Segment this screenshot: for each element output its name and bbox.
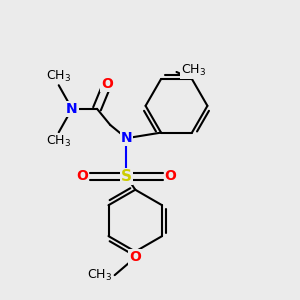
Text: CH$_3$: CH$_3$: [46, 69, 71, 84]
Text: CH$_3$: CH$_3$: [87, 268, 112, 283]
Text: CH$_3$: CH$_3$: [46, 134, 71, 149]
Text: O: O: [165, 169, 177, 184]
Text: O: O: [76, 169, 88, 184]
Text: S: S: [121, 169, 132, 184]
Text: N: N: [121, 131, 132, 145]
Text: O: O: [129, 250, 141, 265]
Text: O: O: [101, 77, 113, 91]
Text: CH$_3$: CH$_3$: [181, 63, 206, 78]
Text: N: N: [66, 102, 78, 116]
